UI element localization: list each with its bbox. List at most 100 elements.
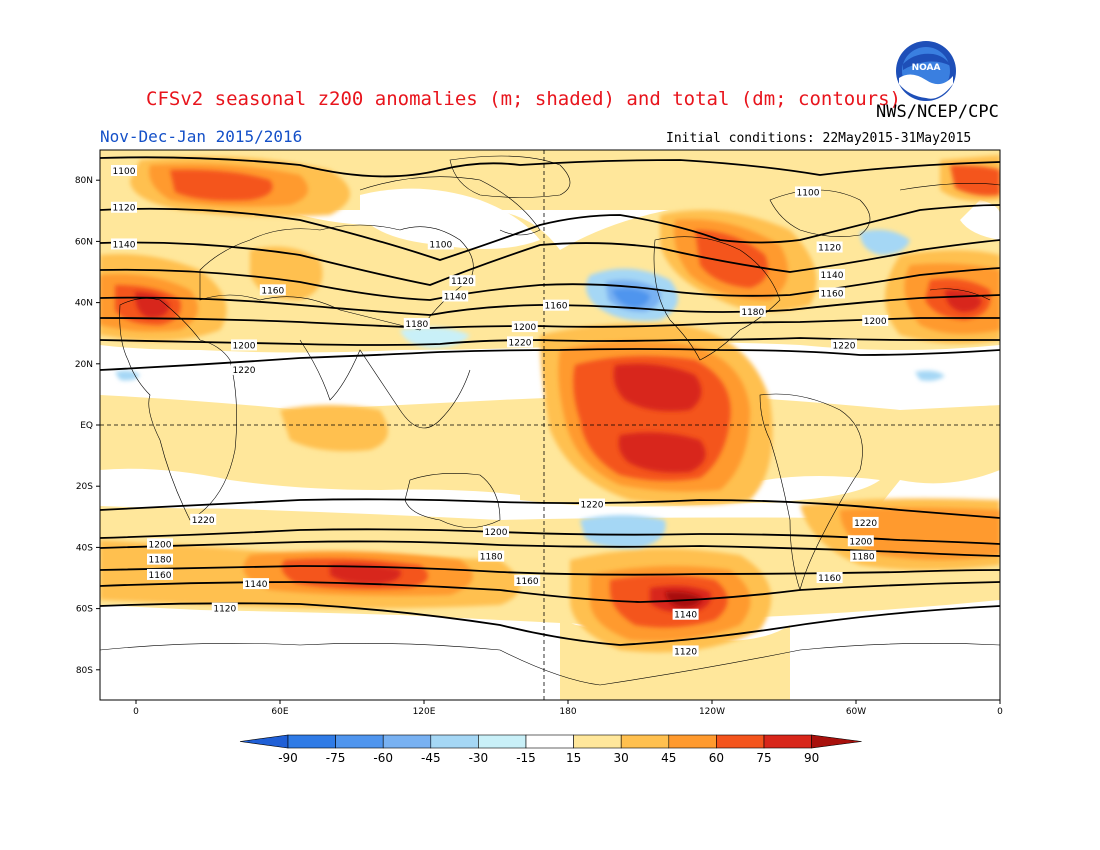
contour-label: 1200 [862,314,889,327]
latitude-axis: 80N 60N 40N 20N EQ 20S 40S 60S 80S [75,176,100,676]
colorbar-label: 75 [756,751,771,765]
colorbar-label: 30 [614,751,629,765]
svg-text:1120: 1120 [674,647,697,657]
colorbar-swatch [335,734,384,749]
svg-text:1160: 1160 [149,571,172,581]
colorbar-label: -30 [469,751,489,765]
colorbar-label: -60 [373,751,393,765]
lat-tick-label: 80N [75,176,93,186]
contour-label: 1220 [507,336,533,348]
contour-label: 1160 [514,575,541,587]
contour-label: 1140 [442,290,469,302]
colorbar-max-arrow [811,734,862,749]
svg-text:1100: 1100 [797,188,820,198]
colorbar-label: 90 [804,751,819,765]
colorbar-label: -15 [516,751,536,765]
svg-text:1220: 1220 [509,338,532,348]
contour-label: 1180 [147,553,173,566]
map-title: CFSv2 seasonal z200 anomalies (m; shaded… [146,88,901,110]
contour-label: 1160 [147,568,173,581]
contour-label: 1100 [795,186,821,198]
lat-tick-label: 60S [76,605,93,615]
contour-label: 1200 [231,339,257,351]
contour-label: 1220 [852,516,879,529]
colorbar-swatch [287,734,336,749]
svg-text:1180: 1180 [149,556,172,566]
svg-text:1140: 1140 [113,240,136,250]
svg-text:1180: 1180 [741,308,764,318]
contour-label: 1120 [672,645,699,657]
coastlines [100,155,1000,686]
lat-tick-label: 40N [75,299,93,309]
anomaly-neutral [100,188,1000,700]
svg-text:1200: 1200 [149,540,172,550]
svg-text:1100: 1100 [113,167,136,177]
contour-label: 1200 [483,526,509,538]
svg-text:1220: 1220 [233,366,256,376]
noaa-logo-icon: NOAA [896,41,956,101]
svg-text:1220: 1220 [833,341,856,351]
contour-label: 1120 [211,602,238,615]
colorbar: -90 -75 -60 -45 -30 -15 15 30 45 60 75 90 [239,734,862,765]
colorbar-swatch [525,734,574,749]
svg-text:1140: 1140 [444,292,467,302]
svg-text:1120: 1120 [113,204,136,214]
contour-label: 1200 [511,321,538,333]
svg-text:1220: 1220 [192,516,215,526]
colorbar-label: -90 [278,751,298,765]
svg-text:1200: 1200 [513,323,536,333]
svg-text:1180: 1180 [405,320,428,330]
lon-tick-label: 180 [559,707,576,717]
svg-text:1140: 1140 [245,580,268,590]
svg-text:1160: 1160 [545,302,568,312]
colorbar-min-arrow [239,734,289,749]
contour-label: 1140 [672,608,699,621]
svg-text:1200: 1200 [849,537,872,547]
contour-label: 1140 [243,578,269,590]
svg-text:1200: 1200 [485,528,508,538]
svg-text:1160: 1160 [261,286,284,296]
lon-tick-label: 120W [699,707,725,717]
contour-label: 1160 [819,287,845,299]
svg-text:1180: 1180 [480,553,503,563]
svg-text:1220: 1220 [854,519,877,529]
contour-label: 1100 [111,165,137,177]
svg-text:1180: 1180 [852,553,875,563]
contour-label: 1220 [190,513,217,526]
lat-tick-label: 20S [76,482,93,492]
svg-text:1120: 1120 [213,605,236,615]
contour-label: 1180 [739,305,766,318]
svg-text:1120: 1120 [818,244,841,254]
colorbar-swatch [573,734,622,749]
svg-text:1160: 1160 [818,574,841,584]
colorbar-swatch [716,734,765,749]
colorbar-swatch [430,734,479,749]
contour-label: 1140 [819,269,845,281]
contour-label: 1160 [543,299,569,312]
lat-tick-label: 20N [75,360,93,370]
contour-label: 1200 [147,538,173,550]
longitude-axis: 0 60E 120E 180 120W 60W 0 [133,700,1003,717]
svg-text:1220: 1220 [581,501,604,511]
forecast-period: Nov-Dec-Jan 2015/2016 [100,127,303,146]
colorbar-label: -75 [326,751,346,765]
svg-text:1160: 1160 [821,289,844,299]
svg-text:1160: 1160 [516,577,539,587]
contour-label: 1120 [449,275,476,287]
contour-label: 1180 [478,550,505,563]
colorbar-swatch [478,734,527,749]
contour-label: 1160 [816,572,843,584]
svg-text:1100: 1100 [429,240,452,250]
svg-text:1120: 1120 [451,277,474,287]
lon-tick-label: 0 [997,707,1003,717]
lat-tick-label: 60N [75,237,93,247]
agency-label: NWS/NCEP/CPC [876,102,999,122]
svg-text:1140: 1140 [821,271,844,281]
lat-tick-label: 40S [76,543,93,553]
contour-labels: 1100 1100 1100 1120 1120 1120 1140 1140 1140 1160… [111,165,889,657]
lat-tick-label: 80S [76,666,93,676]
colorbar-swatch [620,734,670,749]
contour-label: 1140 [111,238,137,250]
colorbar-swatch [763,734,812,749]
